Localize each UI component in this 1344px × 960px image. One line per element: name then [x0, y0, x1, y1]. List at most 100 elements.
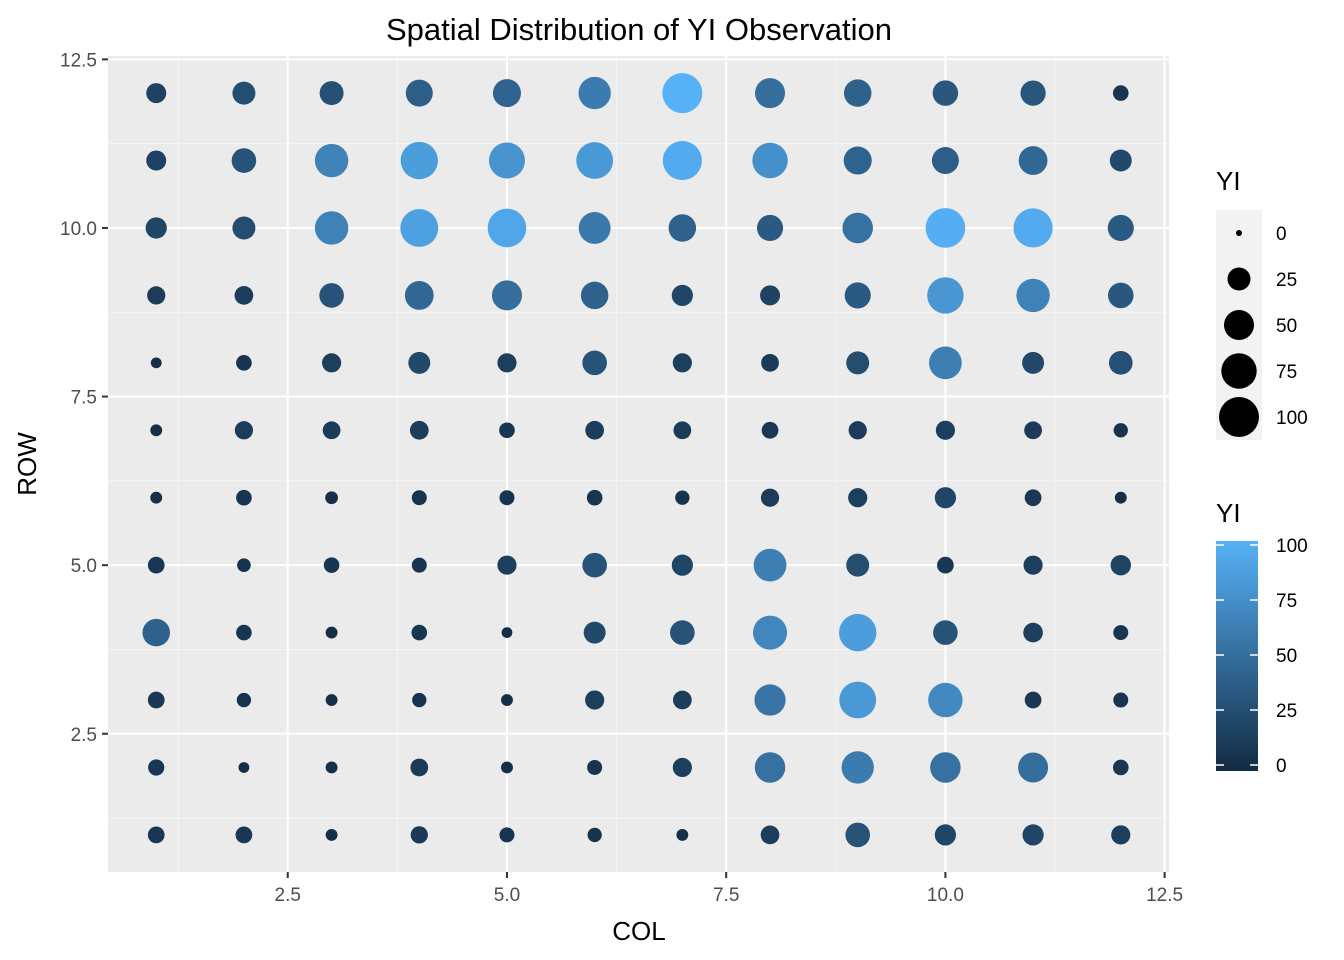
data-point: [761, 421, 779, 439]
data-point: [578, 212, 611, 244]
data-point: [150, 424, 163, 437]
color-legend-label: 25: [1276, 701, 1297, 722]
data-point: [492, 79, 521, 108]
data-point: [322, 353, 342, 373]
data-point: [497, 555, 517, 575]
data-point: [839, 613, 877, 652]
data-point: [1024, 691, 1042, 709]
data-point: [931, 147, 959, 175]
data-point: [843, 146, 872, 175]
data-point: [753, 615, 788, 650]
data-point: [587, 759, 603, 775]
data-point: [314, 211, 349, 245]
data-point: [578, 76, 611, 110]
color-legend-title: YI: [1216, 498, 1241, 528]
data-point: [145, 217, 167, 239]
size-legend-label: 0: [1276, 224, 1287, 245]
data-point: [325, 626, 338, 639]
data-point: [671, 554, 693, 576]
color-legend-ticks: 0 25 50 75 100: [1216, 536, 1308, 777]
data-point: [760, 285, 781, 306]
y-tick-label: 7.5: [71, 388, 97, 409]
data-point: [491, 280, 522, 311]
data-point: [236, 692, 252, 708]
data-point: [237, 558, 251, 572]
data-point: [322, 421, 341, 440]
data-point: [147, 691, 165, 709]
data-point: [670, 620, 695, 645]
data-point: [148, 759, 165, 776]
color-legend-label: 75: [1276, 591, 1297, 612]
data-point: [1113, 692, 1129, 708]
data-point: [1113, 625, 1129, 641]
data-point: [585, 420, 605, 440]
data-point: [932, 80, 959, 106]
data-point: [842, 212, 873, 244]
data-point: [935, 420, 955, 440]
data-point: [925, 208, 966, 248]
data-point: [410, 758, 429, 777]
size-legend-label: 75: [1276, 362, 1297, 383]
colorbar: [1216, 541, 1258, 771]
data-point: [411, 624, 428, 641]
x-tick-label: 10.0: [927, 885, 964, 906]
data-point: [314, 143, 349, 178]
data-point: [400, 209, 439, 247]
y-tick-label: 12.5: [60, 50, 97, 71]
data-point: [323, 557, 340, 573]
y-tick-label: 10.0: [60, 219, 97, 240]
data-point: [325, 491, 338, 505]
data-point: [325, 694, 338, 706]
data-point: [586, 489, 603, 506]
data-point: [325, 761, 338, 774]
data-point: [236, 489, 252, 506]
data-point: [754, 684, 786, 716]
data-point: [1109, 149, 1132, 172]
size-legend-key: [1223, 309, 1255, 341]
data-point: [585, 690, 605, 710]
data-point: [1113, 423, 1128, 438]
size-legend-key: [1236, 230, 1242, 236]
y-axis-ticks: 2.5 5.0 7.5 10.0 12.5: [60, 50, 108, 746]
size-legend-label: 100: [1276, 408, 1308, 429]
data-point: [319, 283, 344, 308]
data-point: [236, 624, 252, 641]
data-point: [232, 216, 256, 240]
data-point: [147, 286, 166, 305]
data-point: [673, 421, 692, 440]
data-point: [234, 421, 254, 440]
chart-title: Spatial Distribution of YI Observation: [386, 12, 892, 47]
size-legend-key: [1219, 397, 1259, 437]
data-point: [668, 214, 697, 242]
data-point: [848, 488, 868, 508]
data-point: [927, 277, 964, 314]
data-point: [150, 491, 163, 504]
data-point: [662, 73, 703, 114]
data-point: [1023, 555, 1043, 575]
data-point: [1024, 489, 1042, 507]
data-point: [1023, 622, 1043, 643]
y-tick-label: 5.0: [71, 556, 97, 577]
color-legend-label: 0: [1276, 756, 1287, 777]
data-point: [587, 827, 602, 843]
data-point: [1018, 752, 1049, 783]
data-point: [235, 826, 253, 844]
data-point: [933, 620, 958, 645]
y-axis-title: ROW: [12, 432, 42, 496]
data-point: [232, 81, 256, 105]
data-point: [412, 692, 427, 708]
data-point: [409, 420, 429, 440]
data-point: [1022, 824, 1044, 846]
data-point: [756, 214, 784, 242]
data-point: [501, 627, 513, 638]
data-point: [848, 421, 867, 440]
data-point: [755, 78, 786, 109]
data-point: [1020, 80, 1046, 106]
data-point: [1013, 208, 1053, 248]
data-point: [930, 752, 961, 783]
data-point: [676, 828, 689, 841]
data-point: [1114, 491, 1127, 504]
data-point: [411, 490, 427, 506]
data-point: [576, 142, 614, 179]
data-point: [582, 350, 607, 376]
